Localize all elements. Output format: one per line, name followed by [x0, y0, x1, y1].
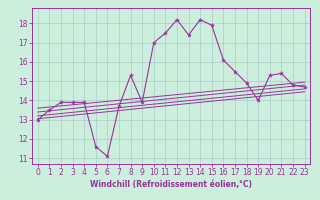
X-axis label: Windchill (Refroidissement éolien,°C): Windchill (Refroidissement éolien,°C) [90, 180, 252, 189]
